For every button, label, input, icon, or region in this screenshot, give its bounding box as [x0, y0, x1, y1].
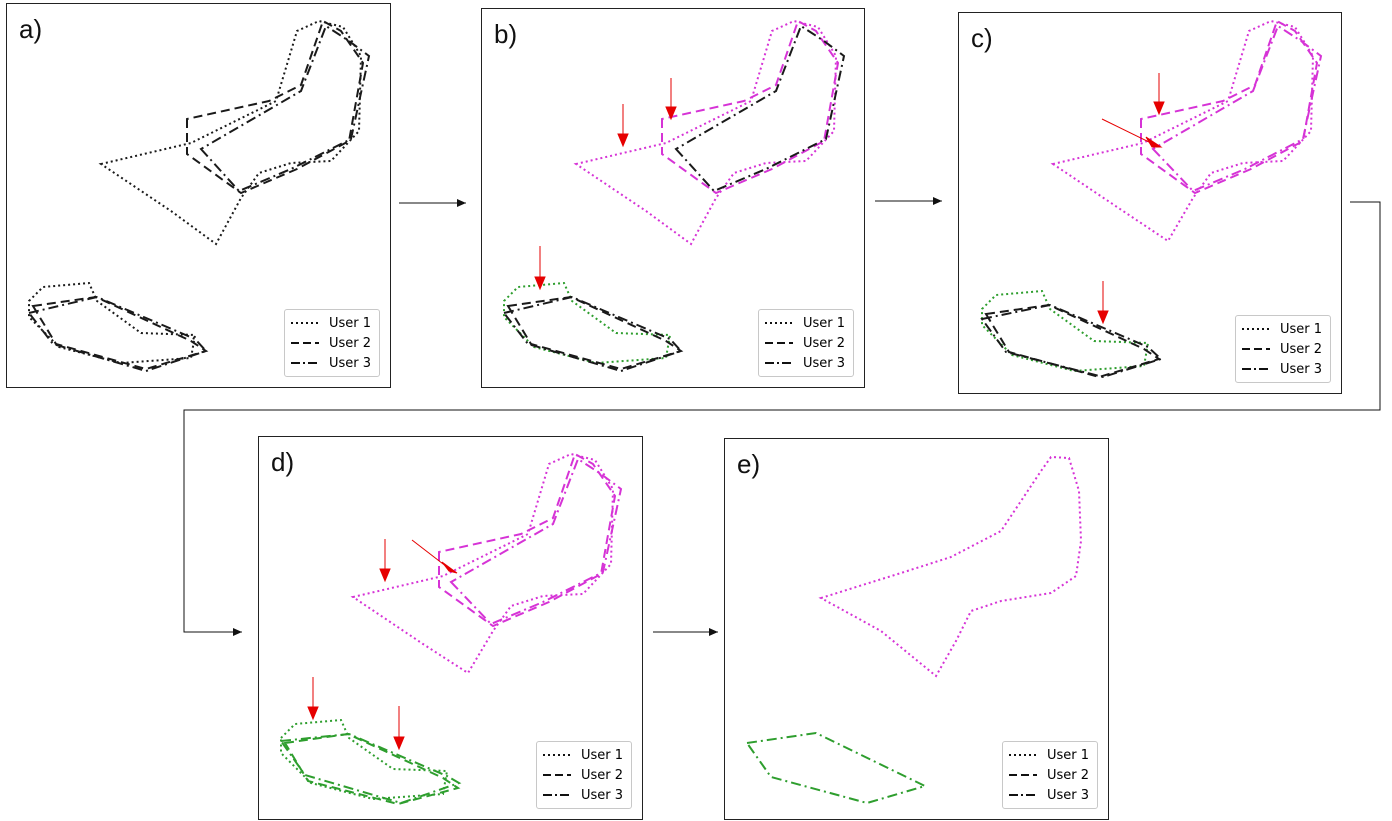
legend-label-user2: User 2	[580, 767, 623, 783]
panel-d: d) User 1 User 2 User 3	[258, 436, 643, 820]
correction-arrows	[1097, 73, 1165, 325]
legend-label-user2: User 2	[1279, 341, 1322, 357]
connector-c-d	[183, 201, 1381, 636]
legend-label-user1: User 1	[1046, 747, 1089, 763]
correction-arrows	[534, 78, 677, 291]
region-large-user2	[186, 19, 365, 195]
region-small-user3	[279, 732, 462, 805]
region-large-user2	[661, 19, 840, 195]
panel-c-plot	[980, 19, 1323, 379]
legend-entry-user1: User 1	[290, 313, 371, 333]
panel-c-legend: User 1 User 2 User 3	[1234, 315, 1331, 383]
region-large-user3	[199, 24, 371, 193]
legend-label-user3: User 3	[580, 787, 623, 803]
legend-entry-user2: User 2	[1008, 765, 1089, 785]
panel-e-legend: User 1 User 2 User 3	[1001, 741, 1098, 809]
panel-b-legend: User 1 User 2 User 3	[757, 309, 854, 377]
region-large-user3	[449, 457, 623, 626]
legend-entry-user2: User 2	[1241, 339, 1322, 359]
region-large-user2	[438, 452, 617, 628]
region-large-user2	[1140, 19, 1319, 195]
legend-entry-user2: User 2	[764, 333, 845, 353]
region-large-user3	[1151, 24, 1323, 193]
legend-entry-user2: User 2	[290, 333, 371, 353]
region-small-user3	[27, 295, 208, 373]
legend-entry-user3: User 3	[764, 353, 845, 373]
region-large-user1	[573, 19, 838, 246]
region-small-user1	[280, 718, 449, 801]
panel-e-label: e)	[737, 449, 761, 479]
region-large-user3	[674, 24, 846, 193]
panel-a-legend: User 1 User 2 User 3	[283, 309, 380, 377]
legend-entry-user3: User 3	[290, 353, 371, 373]
legend-label-user2: User 2	[1046, 767, 1089, 783]
correction-arrows	[307, 539, 458, 751]
legend-label-user1: User 1	[328, 315, 371, 331]
region-small-user3	[980, 303, 1163, 379]
panel-a-label: a)	[19, 14, 43, 44]
region-small-user1	[28, 281, 197, 365]
legend-entry-user3: User 3	[1008, 785, 1089, 805]
legend-label-user1: User 1	[802, 315, 845, 331]
legend-entry-user1: User 1	[764, 313, 845, 333]
region-small-user3	[502, 295, 683, 373]
region-small-user1	[981, 289, 1150, 373]
panel-d-legend: User 1 User 2 User 3	[535, 741, 632, 809]
legend-entry-user1: User 1	[1241, 319, 1322, 339]
legend-label-user1: User 1	[1279, 321, 1322, 337]
legend-entry-user2: User 2	[542, 765, 623, 785]
panel-e-plot	[745, 455, 1083, 805]
legend-entry-user1: User 1	[1008, 745, 1089, 765]
panel-c: c) User 1 User 2 User 3	[958, 12, 1342, 394]
legend-label-user3: User 3	[1279, 361, 1322, 377]
legend-label-user1: User 1	[580, 747, 623, 763]
legend-entry-user3: User 3	[1241, 359, 1322, 379]
region-small-user2	[984, 303, 1162, 379]
legend-entry-user1: User 1	[542, 745, 623, 765]
region-large-final	[818, 455, 1083, 678]
legend-label-user2: User 2	[802, 335, 845, 351]
legend-label-user3: User 3	[802, 355, 845, 371]
panel-d-label: d)	[271, 447, 295, 477]
panel-d-plot	[279, 452, 623, 806]
region-small-final	[745, 731, 928, 805]
panel-b: b) User 1 User 2 User 3	[481, 8, 865, 388]
panel-c-label: c)	[971, 23, 993, 53]
legend-entry-user3: User 3	[542, 785, 623, 805]
region-small-user1	[503, 281, 672, 365]
legend-label-user3: User 3	[1046, 787, 1089, 803]
panel-b-label: b)	[494, 19, 518, 49]
legend-label-user2: User 2	[328, 335, 371, 351]
legend-label-user3: User 3	[328, 355, 371, 371]
panel-a-plot	[27, 19, 371, 373]
panel-a: a) User 1 User 2 User 3	[6, 3, 391, 388]
panel-e: e) User 1 User 2 User 3	[724, 438, 1109, 820]
region-large-user1	[98, 19, 363, 246]
region-large-user1	[350, 452, 615, 675]
region-large-user1	[1050, 19, 1315, 243]
panel-b-plot	[502, 19, 846, 373]
